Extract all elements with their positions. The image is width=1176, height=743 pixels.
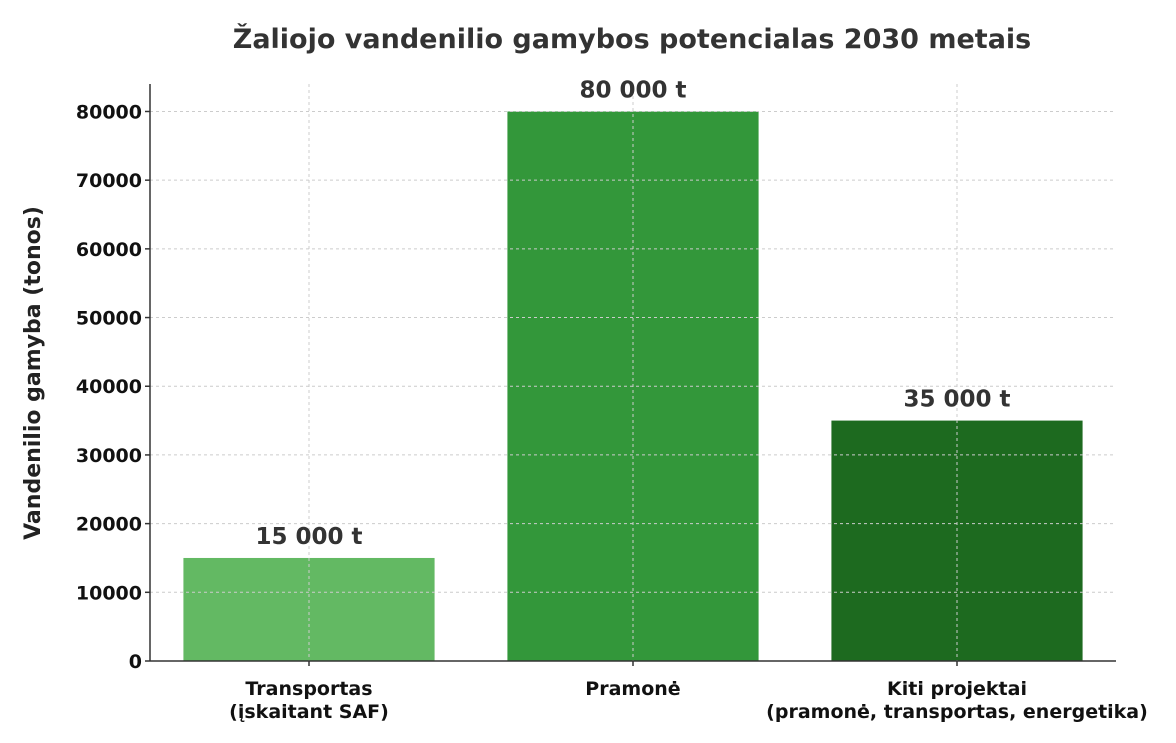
- y-tick-label: 20000: [76, 514, 142, 536]
- y-axis-label: Vandenilio gamyba (tonos): [21, 206, 46, 540]
- y-axis-ticks: 0 10000 20000 30000 40000 50000 60000 70000 8000…: [76, 101, 150, 673]
- y-tick-label: 30000: [76, 445, 142, 467]
- x-tick-label: Transportas: [245, 678, 372, 700]
- chart-title: Žaliojo vandenilio gamybos potencialas 2…: [233, 23, 1032, 55]
- gridlines: [150, 84, 1116, 661]
- y-tick-label: 50000: [76, 308, 142, 330]
- y-tick-label: 10000: [76, 582, 142, 604]
- y-tick-label: 70000: [76, 170, 142, 192]
- y-tick-label: 40000: [76, 376, 142, 398]
- x-tick-label: Kiti projektai: [887, 678, 1027, 700]
- axes: [149, 84, 1116, 662]
- data-label: 35 000 t: [903, 387, 1010, 413]
- x-tick-label: (įskaitant SAF): [229, 701, 389, 723]
- x-axis-ticks: Transportas(įskaitant SAF) Pramonė Kiti pr…: [229, 661, 1148, 723]
- bar: [183, 557, 435, 661]
- x-tick-label: (pramonė, transportas, energetika): [766, 701, 1148, 723]
- y-tick-label: 0: [129, 651, 142, 673]
- data-labels: 15 000 t 80 000 t 35 000 t: [255, 77, 1010, 549]
- x-tick-label: Pramonė: [585, 678, 680, 700]
- y-tick-label: 60000: [76, 239, 142, 261]
- data-label: 80 000 t: [579, 77, 686, 103]
- y-tick-label: 80000: [76, 101, 142, 123]
- data-label: 15 000 t: [255, 524, 362, 550]
